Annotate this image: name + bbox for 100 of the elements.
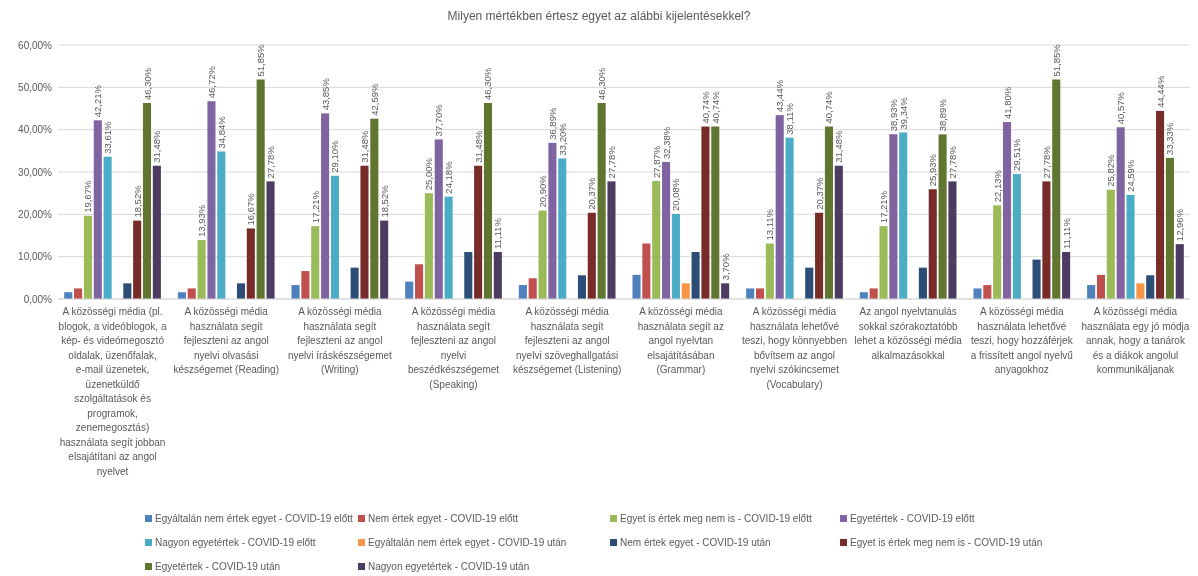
bar <box>207 101 216 299</box>
data-label: 37,70% <box>433 103 445 137</box>
bar <box>879 226 888 299</box>
bar <box>938 134 947 299</box>
bar <box>350 267 359 299</box>
bar <box>973 288 982 299</box>
bar <box>83 215 92 299</box>
x-tick-label: A közösségi média használata segít fejleszteni az angol nyelvi olvasási készségemet (Reading) <box>173 306 280 375</box>
bar <box>701 126 710 299</box>
bar <box>587 212 596 299</box>
bar <box>691 252 700 299</box>
bar <box>256 79 265 299</box>
x-tick-label: A közösségi média használata egy jó módja annak, hogy a tanárok és a diákok angolul kommunikáljanak <box>1081 306 1190 375</box>
data-label: 31,48% <box>833 129 845 163</box>
data-label: 16,67% <box>245 192 257 226</box>
y-tick-label: 0,00% <box>23 293 53 305</box>
data-label: 46,30% <box>482 67 494 100</box>
bar <box>889 134 898 299</box>
bar <box>632 274 641 299</box>
data-label: 51,85% <box>1050 43 1062 77</box>
data-label: 12,96% <box>1174 208 1186 242</box>
data-label: 27,78% <box>605 145 617 179</box>
bar <box>1087 285 1096 299</box>
y-tick-label: 20,00% <box>18 209 53 221</box>
data-label: 36,89% <box>546 107 558 140</box>
data-label: 17,21% <box>309 190 321 224</box>
legend-label: Egyet is értek meg nem is - COVID-19 után <box>850 537 1043 548</box>
data-label: 11,11% <box>492 217 504 249</box>
data-label: 17,21% <box>878 190 890 224</box>
data-label: 40,74% <box>709 90 721 124</box>
x-tick-label: A közösségi média használata segít fejleszteni az angol nyelvi beszédkészségemet (Speaking) <box>407 306 500 390</box>
data-label: 31,48% <box>151 129 163 163</box>
bar <box>405 281 414 299</box>
bar <box>1062 251 1071 299</box>
bar <box>869 288 878 299</box>
bar <box>983 285 992 299</box>
data-label: 3,70% <box>719 252 731 281</box>
bar <box>824 126 833 299</box>
data-label: 29,10% <box>329 140 341 173</box>
data-label: 40,74% <box>823 90 835 124</box>
data-label: 46,30% <box>596 67 608 100</box>
x-tick-label: A közösségi média használata segít fejleszteni az angol nyelvi íráskészségemet (Writing) <box>287 306 393 375</box>
data-label: 43,85% <box>319 77 331 111</box>
bar <box>360 165 369 299</box>
data-label: 20,37% <box>586 176 598 210</box>
bar <box>246 228 255 299</box>
bar <box>805 267 814 299</box>
data-label: 31,48% <box>358 129 370 163</box>
bar <box>415 264 424 299</box>
legend-label: Egyáltalán nem értek egyet - COVID-19 után <box>368 537 567 548</box>
bar <box>785 137 794 299</box>
bar <box>123 283 132 299</box>
bar <box>1096 274 1106 299</box>
x-tick-label: A közösségi média használata segít fejleszteni az angol nyelvi szöveghallgatási készségemet (Listening) <box>512 306 622 375</box>
x-tick-label: Az angol nyelvtanulás sokkal szórakoztatóbb lehet a közösségi média alkalmazásokkal <box>854 306 963 361</box>
bar <box>548 142 557 299</box>
bar <box>424 193 433 299</box>
bar <box>662 161 671 299</box>
bar <box>775 115 784 299</box>
data-label: 27,78% <box>946 145 958 179</box>
data-label: 22,13% <box>991 169 1003 203</box>
data-label: 25,82% <box>1105 153 1117 187</box>
data-label: 20,08% <box>670 178 682 211</box>
bar <box>291 285 300 299</box>
bar <box>918 267 927 299</box>
bar <box>103 156 112 299</box>
category-label: A közösségi média (pl. blogok, a videóblogok, a kép- és videómegosztó oldalak, üzenőfalak, e-mail üzenetek, üzenetküldő szolgáltatások és programok, zenemegosztás) használata segít jobban elsajátítani az angol nyelvet <box>58 306 167 477</box>
data-label: 42,59% <box>368 82 380 116</box>
data-label: 24,59% <box>1125 159 1137 192</box>
bar <box>642 243 651 299</box>
bar <box>1136 283 1145 299</box>
bar <box>1175 244 1184 299</box>
bar <box>483 103 493 299</box>
bar <box>899 132 908 299</box>
data-label: 42,21% <box>92 84 104 118</box>
bar <box>558 158 567 299</box>
bar <box>301 271 310 299</box>
data-label: 13,11% <box>764 208 776 241</box>
bar <box>1116 127 1125 299</box>
data-label: 20,90% <box>537 174 549 208</box>
data-label: 24,18% <box>443 160 455 194</box>
data-label: 25,93% <box>927 153 939 187</box>
data-label: 29,51% <box>1011 138 1023 172</box>
bar <box>1106 189 1115 299</box>
bar <box>311 226 320 299</box>
bar <box>538 210 547 299</box>
legend-label: Nem értek egyet - COVID-19 után <box>620 537 771 548</box>
data-label: 27,78% <box>1040 145 1052 179</box>
data-label: 33,61% <box>102 120 114 154</box>
bar <box>187 288 196 299</box>
y-tick-label: 40,00% <box>18 124 53 136</box>
bar <box>474 165 483 299</box>
bar <box>444 196 453 299</box>
bar <box>528 278 537 299</box>
x-tick-label: A közösségi média használata lehetővé teszi, hogy hozzáférjek a frissített angol nyelvű anyagokhoz <box>970 306 1074 375</box>
data-label: 43,44% <box>774 79 786 113</box>
data-label: 32,38% <box>660 126 672 159</box>
bar <box>93 120 102 299</box>
legend-label: Nagyon egyetértek - COVID-19 után <box>368 561 530 572</box>
y-tick-label: 30,00% <box>18 166 53 178</box>
